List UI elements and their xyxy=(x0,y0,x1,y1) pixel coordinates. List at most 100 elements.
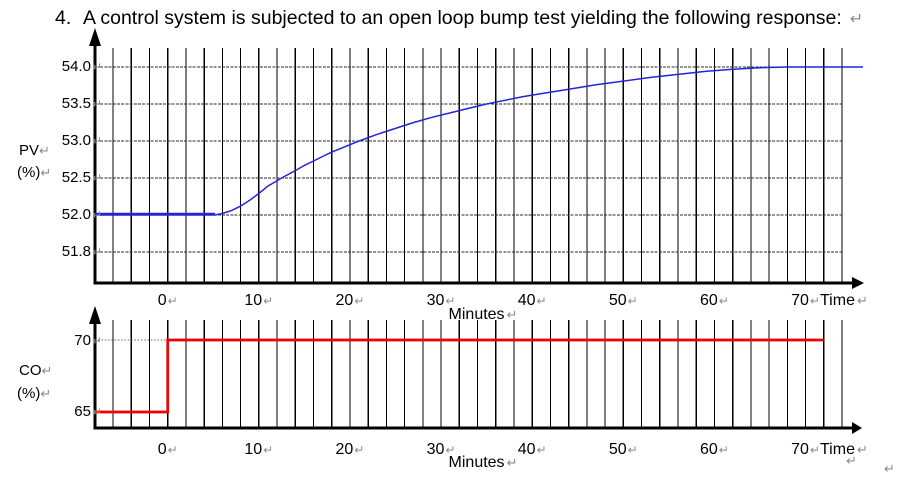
line-break-mark: ↵ xyxy=(627,443,638,457)
line-break-mark: ↵ xyxy=(718,443,729,457)
line-break-mark: ↵ xyxy=(40,165,52,180)
y-tick-value: 65 xyxy=(74,403,91,420)
x-tick-value: 70 xyxy=(791,441,809,458)
line-break-mark: ↵ xyxy=(856,293,868,308)
y-tick-value: 70 xyxy=(74,332,91,349)
x-tick-label: 60↵ xyxy=(682,441,746,459)
y-tick-label: 65↵ xyxy=(0,403,102,421)
line-break-mark: ↵ xyxy=(91,134,102,148)
co-step-input xyxy=(89,306,862,434)
question-text: A control system is subjected to an open… xyxy=(83,7,842,29)
x-tick-label: 30↵ xyxy=(409,441,473,459)
x-tick-label: 60↵ xyxy=(682,292,746,310)
x-tick-value: 40 xyxy=(517,292,536,309)
y-tick-value: 53.0 xyxy=(61,132,91,149)
question-title: 4. A control system is subjected to an op… xyxy=(55,6,863,32)
line-break-mark: ↵ xyxy=(354,443,365,457)
x-tick-label: 50↵ xyxy=(591,441,655,459)
line-break-mark: ↵ xyxy=(263,443,274,457)
x-tick-value: 30 xyxy=(426,292,445,309)
line-break-mark: ↵ xyxy=(41,363,53,378)
y-tick-label: 52.5↵ xyxy=(0,169,102,187)
y-tick-label: 51.8↵ xyxy=(0,243,102,261)
x-tick-value: 20 xyxy=(335,441,354,458)
pv-axis-title: PV↵ xyxy=(19,142,50,159)
line-break-mark: ↵ xyxy=(167,294,178,308)
paragraph-mark: ↵ xyxy=(884,461,895,476)
line-break-mark: ↵ xyxy=(718,294,729,308)
axes xyxy=(89,28,864,289)
x-tick-label: 10↵ xyxy=(227,441,291,459)
line-break-mark: ↵ xyxy=(536,294,547,308)
x-tick-value: 30 xyxy=(426,441,445,458)
pv-line xyxy=(95,66,863,216)
line-break-mark: ↵ xyxy=(849,11,864,28)
line-break-mark: ↵ xyxy=(91,171,102,185)
y-tick-label: 54.0↵ xyxy=(0,58,102,76)
line-break-mark: ↵ xyxy=(445,443,456,457)
line-break-mark: ↵ xyxy=(40,386,52,401)
x-tick-value: 70 xyxy=(791,292,809,309)
line-break-mark: ↵ xyxy=(91,208,102,222)
x-tick-label: 0↵ xyxy=(136,441,200,459)
x-tick-label: 50↵ xyxy=(591,292,655,310)
co-axis-title: CO↵ xyxy=(19,362,53,379)
y-tick-label: 52.0↵ xyxy=(0,206,102,224)
x-tick-value: 50 xyxy=(608,441,627,458)
line-break-mark: ↵ xyxy=(91,405,102,419)
x-tick-label: 40↵ xyxy=(500,441,564,459)
line-break-mark: ↵ xyxy=(809,443,820,457)
x-tick-label: 70↵ xyxy=(774,441,838,459)
x-tick-value: 0 xyxy=(157,441,167,458)
x-tick-value: 0 xyxy=(157,292,167,309)
horizontal-gridlines xyxy=(96,66,842,253)
x-tick-label: 70↵ xyxy=(774,292,838,310)
line-break-mark: ↵ xyxy=(846,453,857,468)
line-break-mark: ↵ xyxy=(627,294,638,308)
x-tick-label: 30↵ xyxy=(409,292,473,310)
co-line xyxy=(94,338,824,414)
y-tick-value: 52.0 xyxy=(61,206,91,223)
y-tick-value: 53.5 xyxy=(61,95,91,112)
y-tick-value: 51.8 xyxy=(61,243,91,260)
line-break-mark: ↵ xyxy=(354,294,365,308)
line-break-mark: ↵ xyxy=(856,442,868,457)
line-break-mark: ↵ xyxy=(91,60,102,74)
line-break-mark: ↵ xyxy=(506,307,518,322)
y-axis-arrow xyxy=(89,306,101,324)
co-axis-units: (%)↵ xyxy=(17,385,52,402)
y-axis-arrow xyxy=(89,28,101,46)
question-number: 4. xyxy=(55,7,72,29)
co-minutes-label: Minutes ↵ xyxy=(448,454,518,471)
x-tick-label: 0↵ xyxy=(136,292,200,310)
x-tick-value: 60 xyxy=(700,441,718,458)
co-time-axis-label: Time ↵ xyxy=(820,441,868,458)
x-tick-value: 50 xyxy=(608,292,627,309)
y-tick-label: 53.5↵ xyxy=(0,95,102,113)
line-break-mark: ↵ xyxy=(91,245,102,259)
line-break-mark: ↵ xyxy=(445,294,456,308)
pv-minutes-label: Minutes ↵ xyxy=(448,306,518,323)
line-break-mark: ↵ xyxy=(167,443,178,457)
vertical-gridlines xyxy=(112,320,843,428)
y-tick-label: 53.0↵ xyxy=(0,132,102,150)
y-tick-value: 52.5 xyxy=(61,169,91,186)
x-tick-value: 10 xyxy=(244,441,263,458)
axes xyxy=(89,306,862,434)
x-tick-value: 20 xyxy=(335,292,354,309)
line-break-mark: ↵ xyxy=(91,334,102,348)
line-break-mark: ↵ xyxy=(39,143,50,158)
pv-axis-units: (%)↵ xyxy=(17,164,52,181)
line-break-mark: ↵ xyxy=(809,294,820,308)
x-tick-label: 20↵ xyxy=(318,292,382,310)
x-tick-label: 40↵ xyxy=(500,292,564,310)
pv-open-loop-response xyxy=(89,28,864,289)
x-axis-arrow xyxy=(852,277,864,289)
x-tick-value: 10 xyxy=(244,292,263,309)
line-break-mark: ↵ xyxy=(91,97,102,111)
x-tick-value: 40 xyxy=(517,441,536,458)
line-break-mark: ↵ xyxy=(536,443,547,457)
x-tick-label: 20↵ xyxy=(318,441,382,459)
